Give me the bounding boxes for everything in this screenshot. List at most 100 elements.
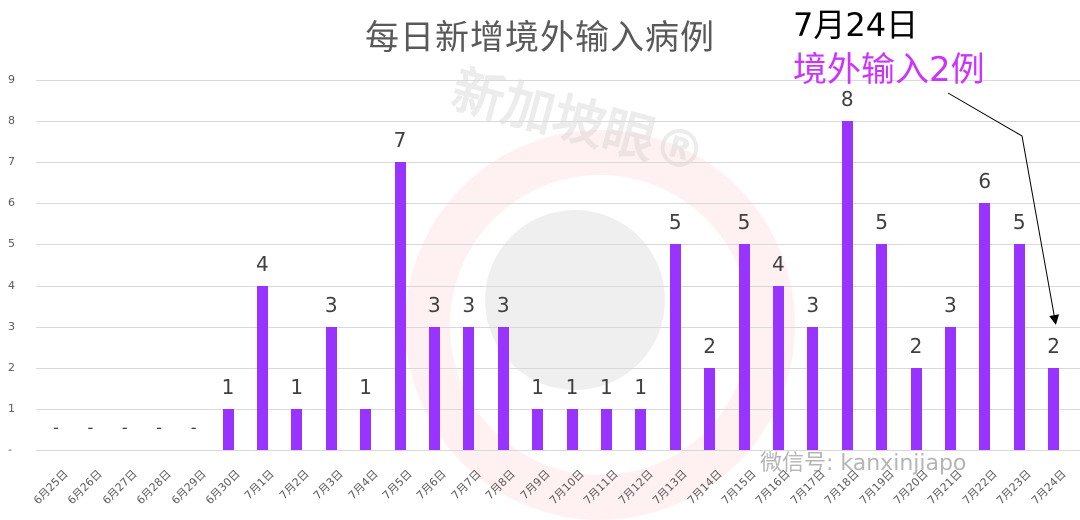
bar [979,203,991,450]
x-tick-label: 6月25日 [31,467,71,508]
x-tick-label: 7月15日 [719,467,759,508]
gridline [36,121,1080,123]
data-label: 1 [359,374,372,399]
data-label: 1 [221,374,235,399]
x-tick-label: 7月23日 [994,467,1034,508]
gridline [36,162,1080,164]
x-tick-label: 7月10日 [547,467,587,508]
y-tick-label: 5 [8,237,15,251]
bar [1013,244,1025,450]
bar [704,367,716,450]
data-label: 8 [840,87,854,112]
x-tick-label: 7月24日 [1028,467,1069,508]
x-tick-label: 6月26日 [65,467,105,508]
bar [669,244,681,450]
data-label: 3 [944,292,957,317]
data-label: 1 [531,374,544,399]
gridline [36,203,1080,205]
bar [807,326,819,450]
y-tick-label: 8 [8,114,15,128]
x-tick-label: 7月11日 [581,467,621,508]
bar [566,408,578,450]
x-tick-label: 7月3日 [311,467,346,503]
x-tick-label: 7月17日 [787,467,828,508]
data-label: 1 [600,374,613,399]
x-tick-label: 7月8日 [483,467,518,503]
data-label: 5 [875,210,888,235]
bar [497,326,509,450]
y-tick-label: 2 [8,360,15,374]
gridline [36,326,1080,328]
bar [463,326,475,450]
annotation-date: 7月24日 [793,6,919,44]
x-tick-label: 7月16日 [753,467,793,508]
y-tick-label: 6 [8,196,15,210]
data-label: 3 [324,292,338,317]
bar [738,244,750,450]
data-label: 1 [290,374,304,399]
data-label: 5 [668,210,682,235]
x-tick-label: 7月18日 [822,467,862,508]
data-label: 4 [772,251,785,276]
gridline [36,367,1080,369]
bar [635,408,647,450]
bar [222,408,234,450]
y-tick-label: 9 [8,73,15,86]
data-label: - [121,418,128,437]
data-label: - [156,418,163,437]
data-label: 3 [496,292,510,317]
data-label: 1 [634,374,648,399]
x-tick-label: 7月4日 [345,467,381,503]
bar [394,162,406,450]
gridline [36,80,1080,81]
bar [428,326,440,450]
annotation-count: 境外输入2例 [793,50,985,90]
x-tick-label: 7月14日 [684,467,725,508]
data-label: 2 [703,333,716,358]
bar [291,408,303,450]
x-tick-label: 7月20日 [891,467,931,508]
x-tick-label: 7月1日 [242,467,277,503]
chart-title: 每日新增境外输入病例 [365,18,715,58]
y-tick-label: 3 [8,319,15,333]
data-label: 2 [1047,333,1060,358]
data-label: - [87,418,94,437]
x-tick-label: 6月30日 [203,467,243,508]
data-label: 7 [393,128,407,153]
bar [910,367,922,450]
y-tick-label: 7 [8,155,15,169]
x-tick-label: 6月29日 [168,467,209,508]
x-tick-label: 7月19日 [856,467,897,508]
bar [772,285,784,450]
x-tick-label: 7月2日 [276,467,312,503]
data-label: 1 [565,374,579,399]
x-tick-label: 6月28日 [134,467,174,508]
bar [876,244,888,450]
data-label: 4 [256,251,269,276]
x-tick-label: 7月12日 [615,467,656,508]
gridline [36,244,1080,246]
data-label: 6 [978,169,992,194]
data-label: 5 [737,210,751,235]
bar [532,408,544,450]
data-label: 2 [909,333,923,358]
bar [1048,367,1060,450]
x-tick-label: 7月6日 [414,467,449,503]
x-tick-label: 7月22日 [959,467,1000,508]
data-label: 3 [806,292,820,317]
x-tick-label: 7月21日 [925,467,965,508]
data-label: 3 [462,292,476,317]
data-label: - [190,418,197,437]
bar [841,121,853,450]
y-tick-label: 1 [8,401,15,415]
y-tick-label: 4 [8,278,15,292]
x-tick-label: 7月13日 [650,467,690,508]
x-tick-label: 7月7日 [448,467,484,503]
gridline [36,285,1080,287]
data-label: 5 [1012,210,1026,235]
data-label: - [53,418,59,437]
x-tick-label: 6月27日 [99,467,140,508]
bar [360,408,372,450]
x-tick-label: 7月5日 [379,467,415,503]
